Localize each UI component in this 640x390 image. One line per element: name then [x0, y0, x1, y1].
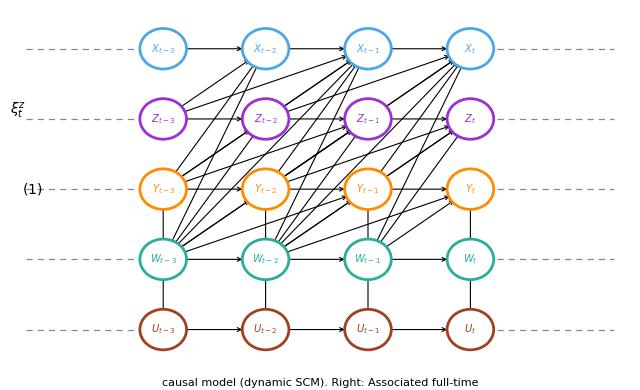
Text: $Z_{t-1}$: $Z_{t-1}$ — [356, 112, 380, 126]
Ellipse shape — [447, 239, 493, 280]
Text: $W_{t-2}$: $W_{t-2}$ — [252, 252, 279, 266]
Ellipse shape — [140, 28, 186, 69]
Ellipse shape — [243, 28, 289, 69]
Text: $Y_{t-3}$: $Y_{t-3}$ — [152, 182, 175, 196]
Ellipse shape — [447, 169, 493, 209]
Text: causal model (dynamic SCM). Right: Associated full-time: causal model (dynamic SCM). Right: Assoc… — [162, 378, 478, 388]
Ellipse shape — [447, 309, 493, 350]
Ellipse shape — [243, 99, 289, 139]
Text: $U_t$: $U_t$ — [464, 323, 477, 337]
Text: $W_{t-1}$: $W_{t-1}$ — [355, 252, 381, 266]
Text: $Z_{t-3}$: $Z_{t-3}$ — [151, 112, 175, 126]
Ellipse shape — [345, 28, 391, 69]
Ellipse shape — [140, 99, 186, 139]
Text: $U_{t-2}$: $U_{t-2}$ — [253, 323, 278, 337]
Text: $(1)$: $(1)$ — [22, 181, 43, 197]
Ellipse shape — [345, 169, 391, 209]
Text: $W_t$: $W_t$ — [463, 252, 478, 266]
Text: $W_{t-3}$: $W_{t-3}$ — [150, 252, 177, 266]
Text: $\xi_t^z$: $\xi_t^z$ — [10, 101, 26, 121]
Text: $X_t$: $X_t$ — [464, 42, 477, 56]
Ellipse shape — [345, 99, 391, 139]
Text: $Y_t$: $Y_t$ — [465, 182, 476, 196]
Ellipse shape — [243, 169, 289, 209]
Text: $X_{t-2}$: $X_{t-2}$ — [253, 42, 278, 56]
Text: $Z_t$: $Z_t$ — [465, 112, 476, 126]
Ellipse shape — [243, 309, 289, 350]
Ellipse shape — [447, 28, 493, 69]
Ellipse shape — [345, 239, 391, 280]
Text: $Z_{t-2}$: $Z_{t-2}$ — [253, 112, 278, 126]
Ellipse shape — [243, 239, 289, 280]
Text: $U_{t-1}$: $U_{t-1}$ — [356, 323, 380, 337]
Ellipse shape — [345, 309, 391, 350]
Text: $U_{t-3}$: $U_{t-3}$ — [151, 323, 175, 337]
Text: $X_{t-1}$: $X_{t-1}$ — [356, 42, 380, 56]
Text: $Y_{t-1}$: $Y_{t-1}$ — [356, 182, 380, 196]
Ellipse shape — [140, 309, 186, 350]
Text: $X_{t-3}$: $X_{t-3}$ — [151, 42, 175, 56]
Ellipse shape — [447, 99, 493, 139]
Text: $Y_{t-2}$: $Y_{t-2}$ — [254, 182, 277, 196]
Ellipse shape — [140, 169, 186, 209]
Ellipse shape — [140, 239, 186, 280]
